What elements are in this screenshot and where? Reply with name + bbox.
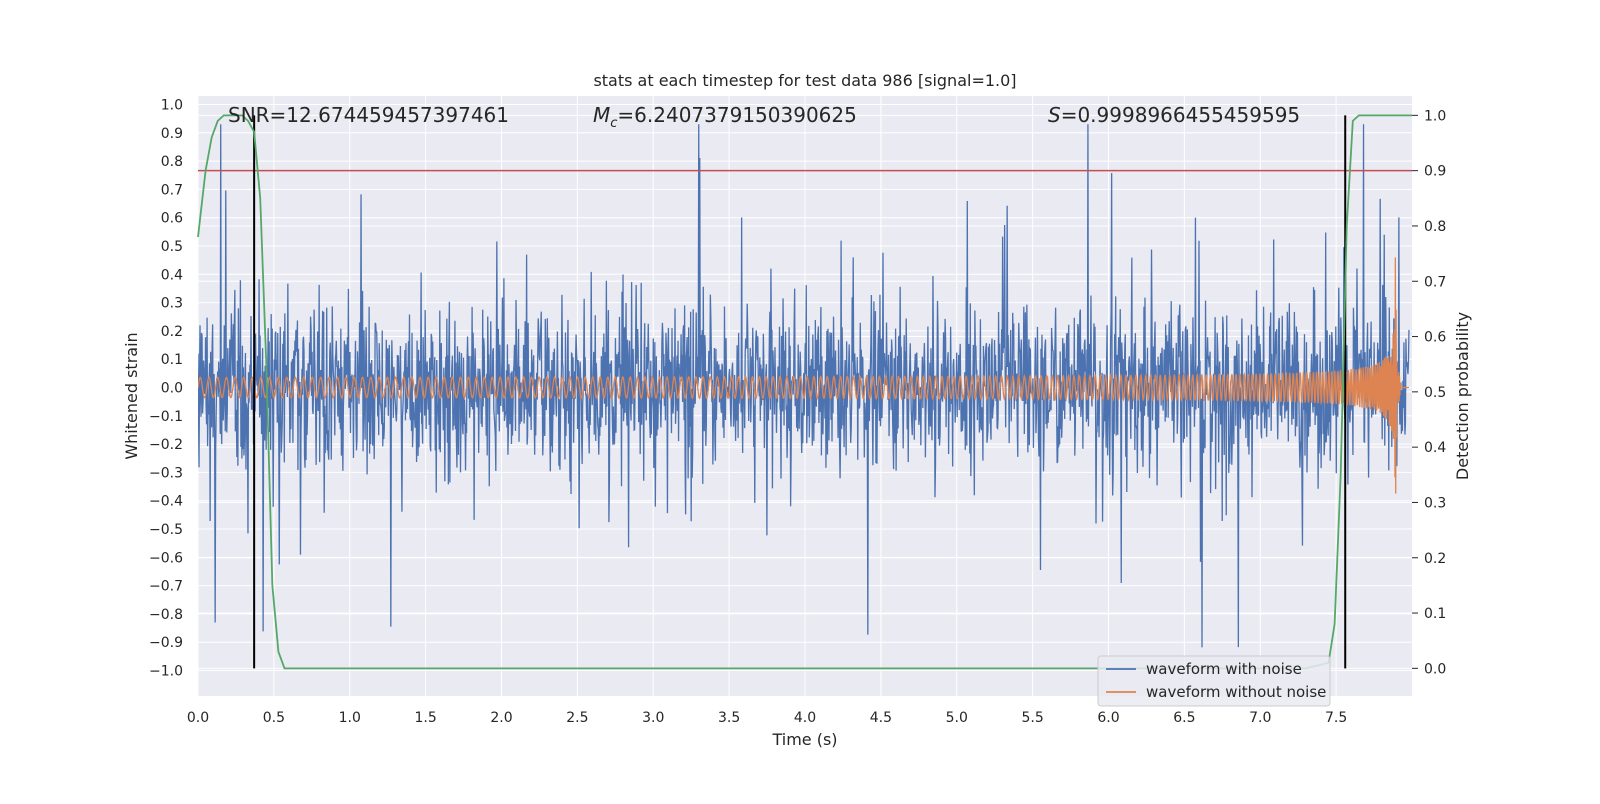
series-detection-probability (197, 114, 1412, 670)
s-symbol: S (1048, 103, 1061, 127)
y-left-tick-label: −0.3 (149, 465, 183, 481)
legend-label-clean: waveform without noise (1146, 683, 1326, 701)
x-tick-label: 1.5 (414, 710, 436, 726)
s-annotation: S=0.9998966455459595 (1048, 103, 1300, 127)
y-left-tick-label: −0.6 (149, 550, 183, 566)
y-axis-left-label: Whitened strain (122, 332, 141, 459)
series-layer (198, 124, 1410, 648)
snr-annotation: SNR=12.674459457397461 (228, 103, 509, 127)
y-left-tick-label: 0.2 (161, 324, 183, 340)
y-right-tick-label: 0.6 (1424, 330, 1446, 346)
x-tick-label: 4.0 (794, 710, 816, 726)
y-left-tick-label: 0.0 (161, 381, 183, 397)
series-waveform-without-noise (198, 257, 1409, 494)
x-tick-label: 5.5 (1021, 710, 1043, 726)
y-left-tick-label: 0.8 (161, 154, 183, 170)
y-left-tick-label: −0.2 (149, 437, 183, 453)
chart-title: stats at each timestep for test data 986… (593, 71, 1016, 90)
x-tick-label: 5.0 (946, 710, 968, 726)
x-tick-label: 2.5 (566, 710, 588, 726)
y-right-tick-label: 0.9 (1424, 164, 1446, 180)
y-left-tick-label: 0.3 (161, 296, 183, 312)
x-tick-label: 3.5 (718, 710, 740, 726)
legend: waveform with noise waveform without noi… (1097, 655, 1331, 707)
overlay-layer (197, 114, 1412, 670)
mc-subscript: c (610, 116, 617, 131)
y-left-tick-label: −0.7 (149, 579, 183, 595)
y-left-tick-label: −0.5 (149, 522, 183, 538)
legend-label-noise: waveform with noise (1146, 660, 1302, 678)
y-right-tick-label: 0.8 (1424, 219, 1446, 235)
y-left-tick-label: −0.4 (149, 494, 183, 510)
s-value: =0.9998966455459595 (1061, 103, 1300, 127)
y-left-tick-label: 0.5 (161, 239, 183, 255)
y-left-tick-label: −0.9 (149, 635, 183, 651)
x-tick-label: 7.0 (1249, 710, 1271, 726)
y-right-tick-label: 0.7 (1424, 274, 1446, 290)
y-right-tick-label: 0.3 (1424, 495, 1446, 511)
x-tick-label: 6.0 (1097, 710, 1119, 726)
y-left-tick-label: 0.4 (161, 267, 183, 283)
y-left-tick-label: −0.8 (149, 607, 183, 623)
y-left-tick-label: −0.1 (149, 409, 183, 425)
legend-box (1097, 655, 1331, 707)
y-left-tick-label: 0.7 (161, 182, 183, 198)
series-waveform-with-noise (198, 124, 1410, 648)
x-tick-label: 2.0 (490, 710, 512, 726)
y-left-tick-label: 0.6 (161, 211, 183, 227)
x-tick-label: 1.0 (339, 710, 361, 726)
y-right-tick-label: 0.2 (1424, 551, 1446, 567)
y-right-tick-label: 1.0 (1424, 108, 1446, 124)
x-tick-label: 6.5 (1173, 710, 1195, 726)
x-tick-label: 0.5 (263, 710, 285, 726)
y-axis-right-ticks: 1.0 0.9 0.8 0.7 0.6 0.5 0.4 0.3 0.2 0.1 0.0 (1412, 108, 1446, 677)
x-tick-label: 0.0 (187, 710, 209, 726)
y-left-tick-label: 0.1 (161, 352, 183, 368)
y-right-tick-label: 0.1 (1424, 606, 1446, 622)
y-axis-right-label: Detection probability (1453, 312, 1472, 480)
x-axis-ticks: 0.0 0.5 1.0 1.5 2.0 2.5 3.0 3.5 4.0 4.5 5.0 5.5 6.0 6… (187, 710, 1347, 726)
x-tick-label: 7.5 (1325, 710, 1347, 726)
y-axis-left-ticks: 1.0 0.9 0.8 0.7 0.6 0.5 0.4 0.3 0.2 0.1 0.0 −0.1 −0.… (149, 97, 183, 679)
x-tick-label: 4.5 (870, 710, 892, 726)
x-tick-label: 3.0 (642, 710, 664, 726)
mc-symbol: M (593, 103, 610, 127)
y-right-tick-label: 0.5 (1424, 385, 1446, 401)
y-left-tick-label: −1.0 (149, 664, 183, 680)
y-right-tick-label: 0.0 (1424, 661, 1446, 677)
mc-annotation: Mc=6.2407379150390625 (593, 103, 857, 131)
y-left-tick-label: 0.9 (161, 126, 183, 142)
mc-value: =6.2407379150390625 (617, 103, 856, 127)
y-right-tick-label: 0.4 (1424, 440, 1446, 456)
y-left-tick-label: 1.0 (161, 97, 183, 113)
x-axis-label: Time (s) (771, 730, 837, 749)
